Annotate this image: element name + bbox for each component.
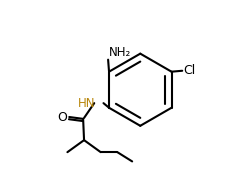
Text: O: O [57, 110, 67, 124]
Text: Cl: Cl [183, 64, 195, 77]
Text: NH₂: NH₂ [109, 46, 131, 59]
Text: HN: HN [78, 97, 95, 110]
